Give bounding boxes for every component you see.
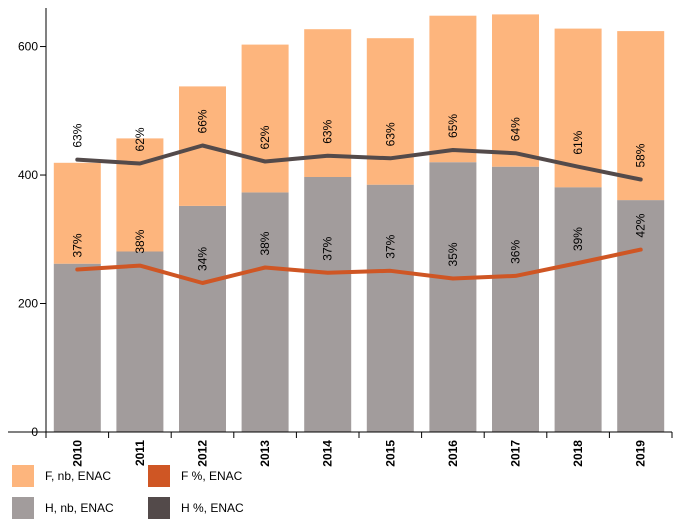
legend-label: H, nb, ENAC [45, 501, 114, 515]
data-label-h-2011: 62% [133, 127, 147, 151]
data-label-f-2019: 42% [634, 213, 648, 237]
x-tick-label-2018: 2018 [571, 440, 585, 467]
bar-h-2013 [241, 192, 289, 432]
x-tick-label-2010: 2010 [70, 440, 84, 467]
line-f-pct [75, 247, 643, 285]
data-label-f-2010: 37% [70, 233, 84, 257]
data-label-f-2016: 35% [446, 242, 460, 266]
bar-f-2016 [429, 15, 477, 163]
data-label-h-2017: 64% [509, 117, 523, 141]
data-label-h-2016: 65% [446, 114, 460, 138]
data-label-h-2015: 63% [383, 122, 397, 146]
data-label-f-2012: 34% [196, 247, 210, 271]
x-tick-label-2014: 2014 [321, 440, 335, 467]
y-tick-label: 0 [31, 425, 38, 439]
legend-swatch [12, 497, 34, 519]
data-label-h-2014: 63% [321, 119, 335, 143]
x-tick-label-2017: 2017 [509, 440, 523, 467]
x-tick-label-2016: 2016 [446, 440, 460, 467]
data-label-f-2017: 36% [509, 240, 523, 264]
line-h-pct [75, 143, 643, 182]
plot-area: 0 200 400 600 2010 2011 2012 2013 2014 2015 2016 20… [8, 8, 673, 467]
data-label-f-2013: 38% [258, 231, 272, 255]
x-tick-label-2015: 2015 [383, 440, 397, 467]
bar-f-2013 [241, 44, 289, 193]
bar-h-2010 [53, 263, 101, 432]
data-label-h-2019: 58% [634, 143, 648, 167]
bar-f-2018 [554, 28, 602, 188]
x-tick-label-2013: 2013 [258, 440, 272, 467]
bar-h-2016 [429, 162, 477, 432]
data-label-h-2010: 63% [70, 123, 84, 147]
bar-h-2018 [554, 187, 602, 432]
legend-swatch [148, 465, 170, 487]
data-label-f-2018: 39% [571, 227, 585, 251]
legend-swatch [12, 465, 34, 487]
bar-h-2012 [179, 205, 226, 432]
x-tick-label-2019: 2019 [634, 440, 648, 467]
bar-f-2015 [366, 38, 414, 185]
legend: F, nb, ENAC F %, ENAC H, nb, ENAC H %, ENAC [12, 465, 244, 519]
bar-f-2019 [617, 31, 665, 201]
data-label-h-2013: 62% [258, 125, 272, 149]
data-label-h-2018: 61% [571, 130, 585, 154]
x-tick-label-2012: 2012 [196, 440, 210, 467]
data-label-f-2011: 38% [133, 229, 147, 253]
data-label-h-2012: 66% [196, 109, 210, 133]
bar-f-2017 [492, 14, 539, 167]
legend-swatch [148, 497, 170, 519]
legend-label: F, nb, ENAC [45, 469, 111, 483]
y-tick-label: 600 [18, 40, 38, 54]
data-label-f-2014: 37% [321, 236, 335, 260]
x-tick-label-2011: 2011 [133, 440, 147, 466]
bar-h-2017 [492, 166, 539, 432]
legend-label: H %, ENAC [181, 501, 244, 515]
bar-h-2011 [116, 251, 164, 432]
data-label-f-2015: 37% [383, 234, 397, 258]
legend-label: F %, ENAC [181, 469, 243, 483]
bar-f-2010 [53, 162, 101, 264]
bar-f-2014 [304, 29, 352, 178]
bar-h-2019 [617, 200, 665, 432]
bar-h-2015 [366, 184, 414, 432]
bar-h-2014 [304, 177, 352, 432]
y-tick-label: 400 [18, 168, 38, 182]
y-tick-label: 200 [18, 297, 38, 311]
